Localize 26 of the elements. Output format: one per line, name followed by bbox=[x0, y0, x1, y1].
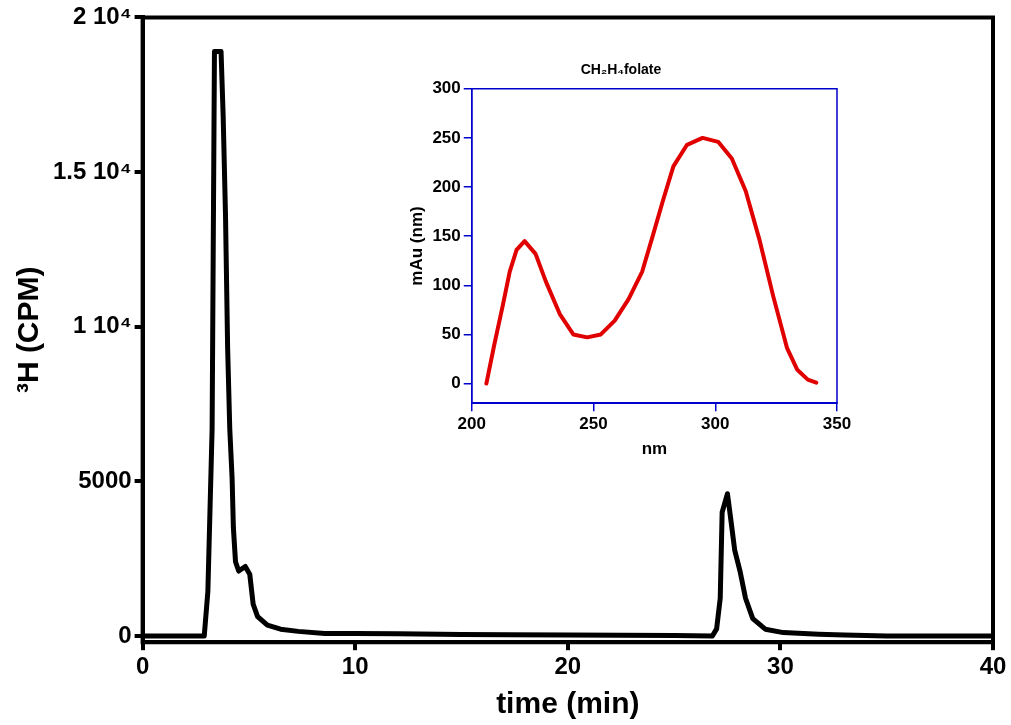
x-tick-label: 250 bbox=[579, 414, 608, 434]
y-tick-label: 250 bbox=[432, 127, 461, 147]
x-tick-label: 40 bbox=[979, 652, 1007, 680]
y-tick-label: 0 bbox=[118, 620, 132, 648]
x-tick-label: 30 bbox=[767, 652, 794, 680]
y-tick-label: 2 10⁴ bbox=[73, 2, 132, 30]
y-tick-label: 5000 bbox=[78, 465, 132, 493]
y-tick-label: 0 bbox=[451, 373, 461, 393]
y-tick-label: 50 bbox=[441, 324, 461, 344]
y-axis-title: mAu (nm) bbox=[406, 206, 426, 286]
x-tick-label: 0 bbox=[135, 652, 150, 680]
x-tick-label: 20 bbox=[554, 652, 582, 680]
x-tick-label: 350 bbox=[822, 414, 852, 434]
x-tick-label: 10 bbox=[341, 652, 369, 680]
y-tick-label: 150 bbox=[432, 225, 461, 245]
y-tick-label: 100 bbox=[432, 274, 461, 294]
x-tick-label: 200 bbox=[457, 414, 486, 434]
x-axis-title: time (min) bbox=[496, 686, 640, 720]
y-tick-label: 200 bbox=[432, 176, 461, 196]
x-axis-title: nm bbox=[641, 439, 668, 459]
chart-title: CH₂H₄folate bbox=[580, 61, 662, 78]
y-tick-label: 1.5 10⁴ bbox=[52, 156, 132, 184]
y-tick-label: 1 10⁴ bbox=[73, 311, 132, 339]
y-axis-title: ³H (CPM) bbox=[11, 266, 45, 394]
x-tick-label: 300 bbox=[701, 414, 730, 434]
y-tick-label: 300 bbox=[432, 78, 461, 98]
